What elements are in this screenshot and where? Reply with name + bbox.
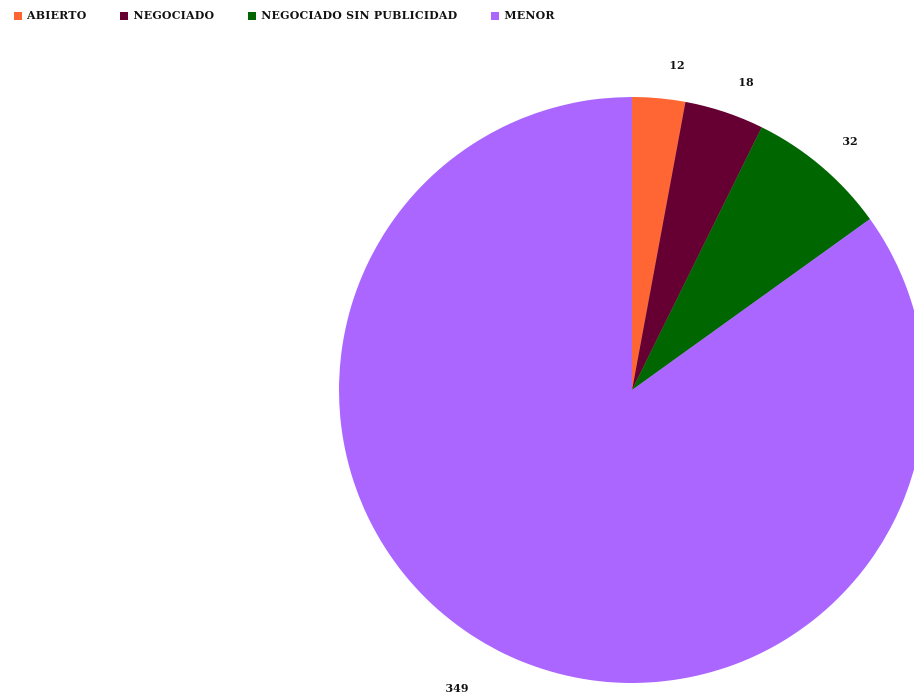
pie-slices [339, 97, 914, 683]
pie-slice-negociado-sin-publicidad [632, 127, 870, 390]
pie-slice-negociado [632, 101, 762, 391]
value-label-menor: 349 [446, 682, 469, 695]
pie-slice-menor [339, 97, 914, 683]
legend-swatch-negociado [120, 11, 129, 20]
legend-label-abierto: ABIERTO [27, 9, 87, 22]
legend-item-abierto: ABIERTO [14, 9, 86, 22]
legend-swatch-negociado-sin-publicidad [248, 11, 257, 20]
legend-swatch-menor [491, 11, 500, 20]
legend-label-negociado: NEGOCIADO [133, 9, 215, 22]
value-label-abierto: 12 [669, 59, 684, 72]
pie-value-labels: 12 18 32 349 [446, 59, 858, 695]
value-label-negociado: 18 [738, 76, 754, 89]
legend-item-negociado: NEGOCIADO [120, 9, 214, 22]
value-label-negociado-sin-publicidad: 32 [842, 135, 857, 148]
pie-slice-abierto [632, 97, 686, 390]
legend: ABIERTO NEGOCIADO NEGOCIADO SIN PUBLICID… [14, 9, 589, 22]
legend-item-menor: MENOR [491, 9, 555, 22]
legend-swatch-abierto [14, 11, 22, 20]
legend-label-menor: MENOR [504, 9, 555, 22]
legend-item-negociado-sin-publicidad: NEGOCIADO SIN PUBLICIDAD [248, 9, 457, 22]
legend-label-negociado-sin-publicidad: NEGOCIADO SIN PUBLICIDAD [261, 9, 458, 22]
